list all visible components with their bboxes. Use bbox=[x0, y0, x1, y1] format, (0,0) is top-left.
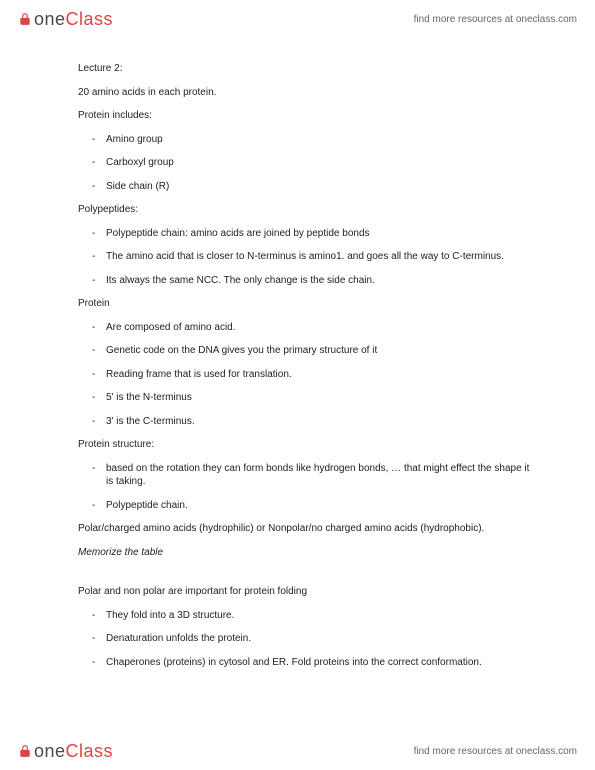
document-body: Lecture 2: 20 amino acids in each protei… bbox=[78, 62, 535, 679]
brand-text-class: Class bbox=[66, 9, 114, 30]
brand-text-one: one bbox=[34, 9, 66, 30]
line-memorize: Memorize the table bbox=[78, 546, 535, 560]
spacer bbox=[78, 569, 535, 575]
list-item: based on the rotation they can form bond… bbox=[106, 462, 535, 489]
list-folding: They fold into a 3D structure. Denaturat… bbox=[78, 609, 535, 670]
lock-icon bbox=[18, 742, 32, 756]
list-protein-includes: Amino group Carboxyl group Side chain (R… bbox=[78, 133, 535, 194]
header-tagline[interactable]: find more resources at oneclass.com bbox=[414, 14, 577, 25]
list-item: Are composed of amino acid. bbox=[106, 321, 535, 335]
list-item: 5' is the N-terminus bbox=[106, 391, 535, 405]
list-protein: Are composed of amino acid. Genetic code… bbox=[78, 321, 535, 429]
list-item: Its always the same NCC. The only change… bbox=[106, 274, 535, 288]
section-head-protein: Protein bbox=[78, 297, 535, 311]
section-head-folding: Polar and non polar are important for pr… bbox=[78, 585, 535, 599]
list-item: Polypeptide chain: amino acids are joine… bbox=[106, 227, 535, 241]
list-item: They fold into a 3D structure. bbox=[106, 609, 535, 623]
brand-text-class: Class bbox=[66, 741, 114, 762]
list-protein-structure: based on the rotation they can form bond… bbox=[78, 462, 535, 513]
list-item: Amino group bbox=[106, 133, 535, 147]
lecture-title: Lecture 2: bbox=[78, 62, 535, 76]
list-item: Polypeptide chain. bbox=[106, 499, 535, 513]
brand-text-one: one bbox=[34, 741, 66, 762]
brand-logo-footer: oneClass bbox=[18, 741, 113, 762]
line-amino-count: 20 amino acids in each protein. bbox=[78, 86, 535, 100]
section-head-protein-structure: Protein structure: bbox=[78, 438, 535, 452]
tagline-text: find more resources at oneclass.com bbox=[414, 14, 577, 25]
lock-icon bbox=[18, 10, 32, 24]
list-polypeptides: Polypeptide chain: amino acids are joine… bbox=[78, 227, 535, 288]
line-polar-nonpolar: Polar/charged amino acids (hydrophilic) … bbox=[78, 522, 535, 536]
section-head-polypeptides: Polypeptides: bbox=[78, 203, 535, 217]
footer-tagline[interactable]: find more resources at oneclass.com bbox=[414, 746, 577, 757]
header-bar: oneClass find more resources at oneclass… bbox=[0, 0, 595, 38]
list-item: 3' is the C-terminus. bbox=[106, 415, 535, 429]
list-item: Genetic code on the DNA gives you the pr… bbox=[106, 344, 535, 358]
list-item: Reading frame that is used for translati… bbox=[106, 368, 535, 382]
section-head-protein-includes: Protein includes: bbox=[78, 109, 535, 123]
list-item: The amino acid that is closer to N-termi… bbox=[106, 250, 535, 264]
tagline-text: find more resources at oneclass.com bbox=[414, 746, 577, 757]
list-item: Side chain (R) bbox=[106, 180, 535, 194]
list-item: Carboxyl group bbox=[106, 156, 535, 170]
footer-bar: oneClass find more resources at oneclass… bbox=[0, 732, 595, 770]
brand-logo: oneClass bbox=[18, 9, 113, 30]
list-item: Denaturation unfolds the protein. bbox=[106, 632, 535, 646]
list-item: Chaperones (proteins) in cytosol and ER.… bbox=[106, 656, 535, 670]
